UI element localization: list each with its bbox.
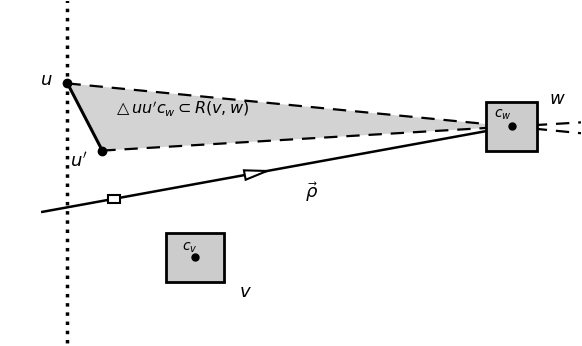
Text: $\triangle uu'c_w \subset R(v,w)$: $\triangle uu'c_w \subset R(v,w)$ — [112, 98, 249, 118]
Polygon shape — [68, 83, 512, 151]
Text: $c_w$: $c_w$ — [494, 107, 512, 121]
Text: $\vec{\rho}$: $\vec{\rho}$ — [306, 181, 318, 204]
Text: $u'$: $u'$ — [70, 152, 88, 171]
Polygon shape — [244, 170, 267, 180]
Text: $u$: $u$ — [40, 71, 53, 89]
Bar — [108, 195, 120, 203]
Text: $c_v$: $c_v$ — [182, 240, 197, 255]
Bar — [486, 102, 537, 151]
Text: $w$: $w$ — [549, 90, 566, 108]
Bar — [166, 233, 224, 282]
Text: $v$: $v$ — [239, 283, 251, 301]
